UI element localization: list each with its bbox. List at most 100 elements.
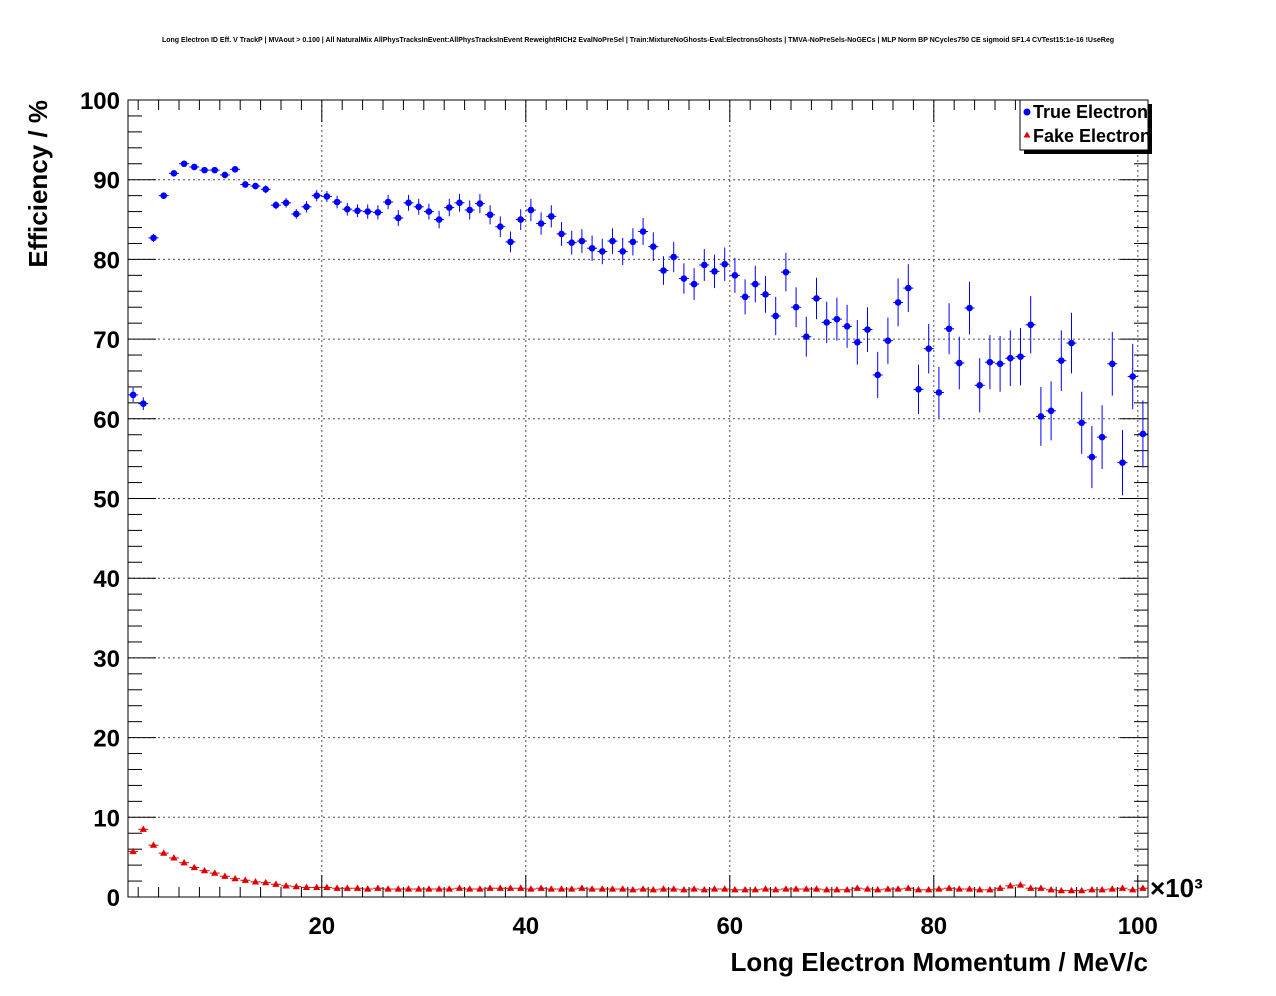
data-point-fake-electron <box>954 885 965 892</box>
data-point-true-electron <box>678 263 689 294</box>
marker-circle <box>905 284 912 292</box>
marker-circle <box>660 267 667 274</box>
marker-circle <box>1078 419 1085 427</box>
marker-triangle <box>323 883 331 891</box>
data-point-fake-electron <box>332 884 343 891</box>
data-point-true-electron <box>862 307 873 352</box>
data-point-fake-electron <box>1056 886 1067 894</box>
marker-circle <box>456 199 463 207</box>
data-point-true-electron <box>321 190 332 203</box>
marker-circle <box>160 192 167 199</box>
data-point-fake-electron <box>352 884 363 891</box>
marker-triangle <box>343 884 351 891</box>
data-point-true-electron <box>515 209 526 230</box>
data-point-fake-electron <box>536 884 547 891</box>
marker-triangle <box>935 885 943 892</box>
data-point-fake-electron <box>933 885 944 892</box>
marker-triangle <box>833 886 841 893</box>
data-point-true-electron <box>995 335 1006 392</box>
marker-triangle <box>180 858 188 866</box>
marker-triangle <box>1139 884 1147 891</box>
marker-triangle <box>853 884 861 891</box>
marker-circle <box>1109 360 1116 368</box>
data-point-true-electron <box>597 238 608 265</box>
marker-triangle <box>455 884 464 891</box>
data-point-true-electron <box>199 166 210 174</box>
marker-triangle <box>792 885 800 892</box>
marker-triangle <box>384 885 392 892</box>
data-point-true-electron <box>383 194 394 210</box>
marker-triangle <box>1027 884 1035 891</box>
data-point-fake-electron <box>525 885 536 892</box>
data-point-true-electron <box>607 228 618 254</box>
marker-circle <box>129 391 137 399</box>
data-point-true-electron <box>464 200 475 220</box>
data-point-true-electron <box>230 166 241 173</box>
data-point-fake-electron <box>1107 885 1118 892</box>
marker-triangle <box>863 885 872 892</box>
data-point-fake-electron <box>505 884 516 891</box>
marker-triangle <box>1016 881 1025 888</box>
data-point-fake-electron <box>342 884 353 891</box>
data-point-true-electron <box>209 166 220 174</box>
data-point-true-electron <box>689 268 700 301</box>
data-point-true-electron <box>964 281 975 335</box>
data-point-fake-electron <box>413 885 424 892</box>
series-true-electron <box>128 160 1148 496</box>
marker-triangle <box>955 885 963 892</box>
data-point-fake-electron <box>729 886 740 893</box>
marker-circle <box>150 234 157 242</box>
marker-triangle <box>506 884 515 891</box>
y-tick-labels: 0 10 20 30 40 50 60 70 80 90 100 <box>80 88 120 912</box>
data-point-true-electron <box>913 364 924 415</box>
data-point-fake-electron <box>250 878 261 885</box>
data-point-fake-electron <box>515 884 526 891</box>
series-fake-electron <box>128 825 1148 894</box>
marker-circle <box>486 211 494 219</box>
data-point-true-electron <box>648 232 659 261</box>
marker-circle <box>1068 339 1075 347</box>
data-point-fake-electron <box>791 885 802 892</box>
marker-triangle <box>1108 885 1116 892</box>
data-point-fake-electron <box>893 885 904 892</box>
marker-triangle <box>812 885 821 892</box>
marker-circle <box>191 163 198 171</box>
marker-circle <box>282 199 290 207</box>
data-point-fake-electron <box>1015 881 1026 888</box>
data-point-true-electron <box>393 209 404 226</box>
marker-circle <box>262 185 270 193</box>
marker-triangle <box>904 884 912 891</box>
data-point-true-electron <box>954 336 965 390</box>
data-point-fake-electron <box>1046 886 1057 893</box>
marker-circle <box>415 203 423 211</box>
marker-triangle <box>761 885 770 892</box>
marker-triangle <box>333 884 341 891</box>
data-point-true-electron <box>158 192 169 199</box>
legend-marker-fake-electron <box>1023 131 1031 138</box>
marker-circle <box>517 216 524 223</box>
data-point-true-electron <box>291 209 302 219</box>
marker-triangle <box>1067 886 1076 894</box>
marker-triangle <box>700 886 708 893</box>
data-point-true-electron <box>505 231 516 253</box>
marker-triangle <box>782 885 790 892</box>
data-point-true-electron <box>576 229 587 254</box>
marker-circle <box>548 213 555 220</box>
marker-triangle <box>649 886 657 893</box>
data-point-fake-electron <box>872 886 883 893</box>
data-point-true-electron <box>546 205 557 228</box>
marker-triangle <box>262 878 270 886</box>
y-tick-label: 50 <box>93 487 120 514</box>
data-point-true-electron <box>1097 405 1108 470</box>
data-point-true-electron <box>1127 343 1138 410</box>
data-point-true-electron <box>1076 391 1087 454</box>
data-point-fake-electron <box>862 885 873 892</box>
marker-circle <box>354 207 361 215</box>
marker-circle <box>588 244 596 252</box>
marker-circle <box>537 220 545 227</box>
data-point-fake-electron <box>1005 882 1016 889</box>
data-point-fake-electron <box>546 885 557 892</box>
marker-circle <box>721 260 728 268</box>
x-tick-label: 80 <box>920 913 947 940</box>
